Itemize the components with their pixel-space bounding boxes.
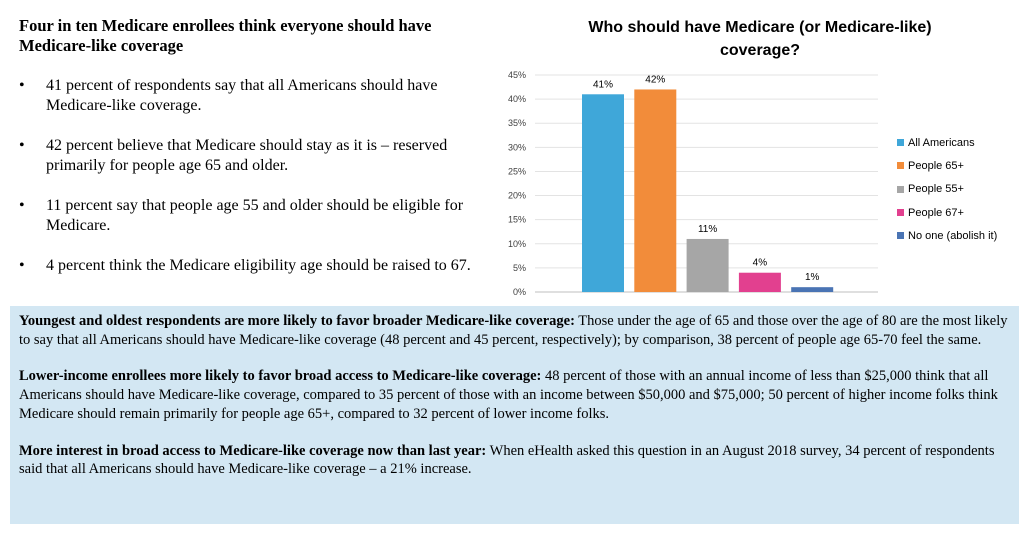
- bar: [634, 89, 677, 292]
- chart-title: Who should have Medicare (or Medicare-li…: [588, 19, 932, 59]
- bar: [686, 238, 729, 292]
- legend-swatch: [897, 162, 904, 170]
- data-label: 1%: [805, 272, 820, 283]
- y-tick-label: 40%: [508, 94, 526, 104]
- legend-label: People 55+: [908, 183, 964, 196]
- finding-paragraph: More interest in broad access to Medicar…: [19, 442, 1009, 479]
- bar: [791, 287, 834, 292]
- bar: [582, 94, 624, 293]
- y-tick-label: 35%: [508, 118, 526, 128]
- y-tick-label: 25%: [508, 166, 526, 176]
- bullet-text: 4 percent think the Medicare eligibility…: [46, 257, 471, 274]
- legend-label: People 65+: [908, 159, 964, 172]
- bullet-item: • 11 percent say that people age 55 and o…: [19, 196, 479, 236]
- bullet-text: 41 percent of respondents say that all A…: [46, 77, 438, 114]
- y-tick-label: 20%: [508, 191, 526, 201]
- y-tick-label: 5%: [513, 263, 526, 273]
- finding-paragraph: Youngest and oldest respondents are more…: [19, 312, 1009, 349]
- legend-swatch: [897, 185, 904, 193]
- y-tick-label: 0%: [513, 287, 526, 297]
- y-tick-label: 45%: [508, 70, 526, 80]
- bullet-text: 11 percent say that people age 55 and ol…: [46, 197, 464, 234]
- finding-text: Those under the age of 65 and those over…: [19, 313, 1008, 348]
- legend-item: People 65+: [897, 154, 997, 177]
- legend-label: People 67+: [908, 206, 964, 219]
- bullet-item: • 4 percent think the Medicare eligibilit…: [19, 256, 479, 276]
- section-title: Four in ten Medicare enrollees think eve…: [19, 16, 432, 55]
- legend-swatch: [897, 232, 904, 240]
- finding-paragraph: Lower-income enrollees more likely to fa…: [19, 367, 1009, 423]
- legend-item: People 55+: [897, 178, 997, 201]
- bullet-marker: •: [19, 137, 25, 154]
- y-tick-label: 30%: [508, 142, 526, 152]
- findings-panel: Youngest and oldest respondents are more…: [10, 306, 1019, 524]
- legend-item: All Americans: [897, 131, 997, 154]
- bullet-item: • 42 percent believe that Medicare should…: [19, 136, 479, 176]
- data-label: 42%: [645, 74, 665, 85]
- bar-chart: 0% 5% 10% 15% 20% 25% 30% 35% 40% 45% 41% 42% 11% 4% 1…: [508, 70, 878, 297]
- y-tick-label: 15%: [508, 215, 526, 225]
- bullet-list: • 41 percent of respondents say that all …: [19, 76, 479, 296]
- legend-swatch: [897, 139, 904, 147]
- data-label: 4%: [753, 258, 768, 269]
- legend-item: People 67+: [897, 201, 997, 224]
- finding-heading: Youngest and oldest respondents are more…: [19, 313, 575, 329]
- legend-item: No one (abolish it): [897, 224, 997, 247]
- chart-legend: All Americans People 65+ People 55+ Peop…: [897, 131, 997, 247]
- bar: [738, 272, 781, 292]
- legend-swatch: [897, 209, 904, 217]
- bullet-marker: •: [19, 257, 25, 274]
- finding-heading: Lower-income enrollees more likely to fa…: [19, 368, 542, 385]
- finding-heading: More interest in broad access to Medicar…: [19, 442, 487, 459]
- legend-label: All Americans: [908, 136, 975, 149]
- bullet-text: 42 percent believe that Medicare should …: [46, 137, 448, 174]
- legend-label: No one (abolish it): [908, 229, 998, 242]
- finding-text: 48 percent of those with an annual incom…: [19, 368, 998, 422]
- bullet-marker: •: [19, 77, 25, 94]
- bullet-marker: •: [19, 197, 25, 214]
- data-label: 11%: [698, 224, 717, 235]
- y-tick-label: 10%: [508, 239, 526, 249]
- bullet-item: • 41 percent of respondents say that all …: [19, 76, 479, 116]
- finding-text: When eHealth asked this question in an A…: [19, 442, 995, 478]
- data-label: 41%: [593, 79, 613, 90]
